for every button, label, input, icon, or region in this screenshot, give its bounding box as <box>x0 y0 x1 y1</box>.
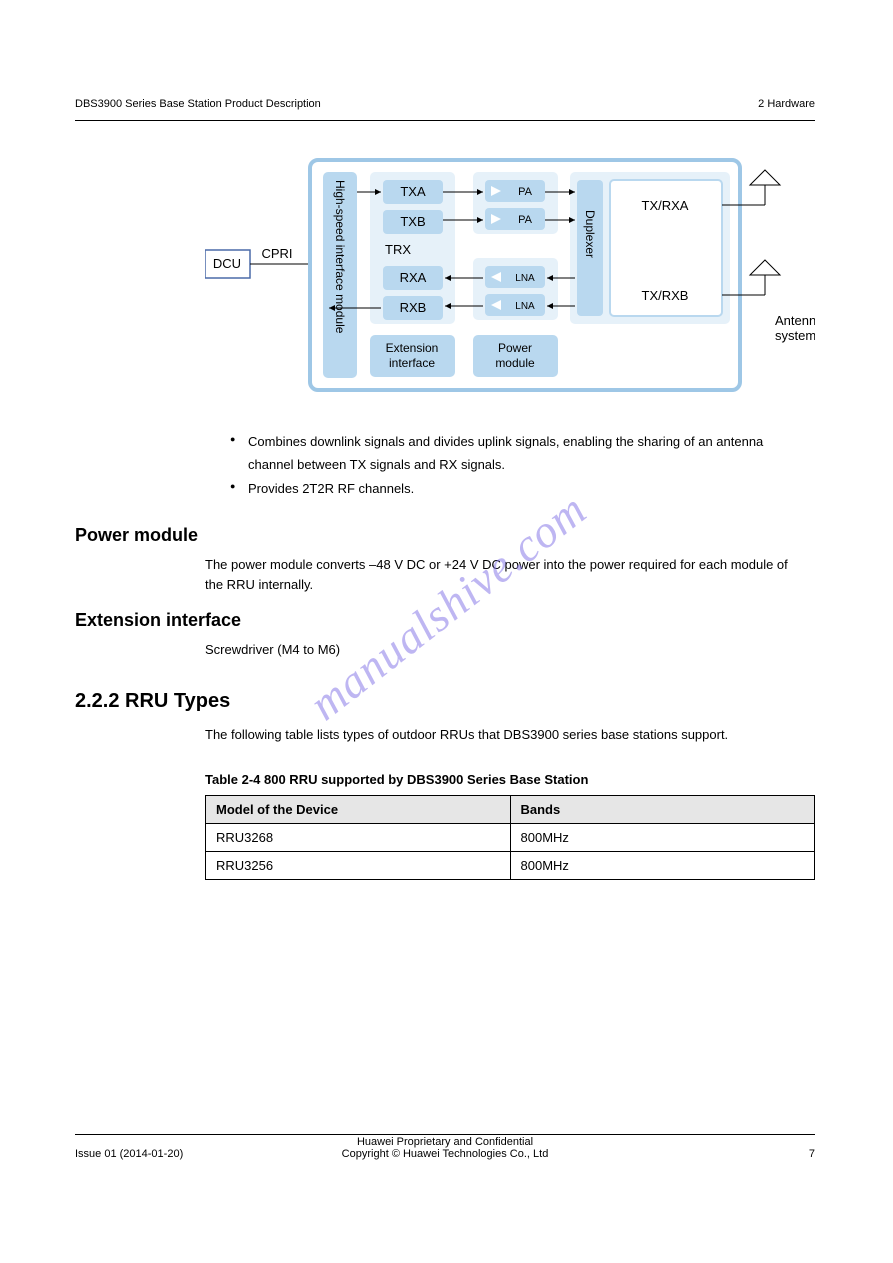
page-container: DBS3900 Series Base Station Product Desc… <box>75 50 815 1190</box>
duplexer-bullets: Combines downlink signals and divides up… <box>230 430 810 500</box>
lna1-label: LNA <box>515 273 535 284</box>
rxa-label: RXA <box>400 270 427 285</box>
table-row: RRU3256 800MHz <box>206 852 815 880</box>
header-right: 2 Hardware <box>758 98 815 110</box>
ext-if-heading: Extension interface <box>75 610 241 631</box>
pwr-label2: module <box>495 356 535 370</box>
cpri-label: CPRI <box>261 246 292 261</box>
footer-right: 7 <box>809 1148 815 1160</box>
lna2-label: LNA <box>515 301 535 312</box>
txrxb-label: TX/RXB <box>642 288 689 303</box>
antenna-icon <box>750 170 780 185</box>
bullet-item: Provides 2T2R RF channels. <box>230 477 810 500</box>
table-caption: Table 2-4 800 RRU supported by DBS3900 S… <box>205 770 588 790</box>
hispeed-label: High-speed interface module <box>333 180 347 334</box>
header-left: DBS3900 Series Base Station Product Desc… <box>75 98 321 110</box>
diagram-svg: DCU CPRI High-speed interface module TXA… <box>205 150 815 400</box>
antenna-label2: system <box>775 328 815 343</box>
power-module-heading: Power module <box>75 525 198 546</box>
rru-table: Model of the Device Bands RRU3268 800MHz… <box>205 795 815 880</box>
txb-label: TXB <box>400 214 425 229</box>
footer-rule <box>75 1134 815 1135</box>
rxb-label: RXB <box>400 300 427 315</box>
footer-left: Issue 01 (2014-01-20) <box>75 1148 183 1160</box>
power-module-text: The power module converts –48 V DC or +2… <box>205 555 805 594</box>
block-diagram: DCU CPRI High-speed interface module TXA… <box>205 150 815 400</box>
duplexer-label: Duplexer <box>583 210 597 258</box>
footer-center: Huawei Proprietary and Confidential Copy… <box>342 1136 549 1160</box>
rru-types-text: The following table lists types of outdo… <box>205 725 805 745</box>
pwr-label1: Power <box>498 341 532 355</box>
pa1-label: PA <box>518 186 533 198</box>
table-header: Model of the Device <box>206 796 511 824</box>
ext-if-label1: Extension <box>386 341 439 355</box>
table-row: RRU3268 800MHz <box>206 824 815 852</box>
trx-label: TRX <box>385 242 411 257</box>
antenna-label1: Antenna <box>775 313 815 328</box>
ext-if-text: Screwdriver (M4 to M6) <box>205 640 340 660</box>
table-cell: RRU3256 <box>206 852 511 880</box>
table-cell: 800MHz <box>510 852 815 880</box>
table-cell: RRU3268 <box>206 824 511 852</box>
ext-if-label2: interface <box>389 356 435 370</box>
txa-label: TXA <box>400 184 426 199</box>
table-header-row: Model of the Device Bands <box>206 796 815 824</box>
txrxa-label: TX/RXA <box>642 198 689 213</box>
bullet-item: Combines downlink signals and divides up… <box>230 430 810 477</box>
antenna-icon <box>750 260 780 275</box>
dcu-label: DCU <box>213 256 241 271</box>
table-header: Bands <box>510 796 815 824</box>
rru-types-heading: 2.2.2 RRU Types <box>75 690 230 713</box>
pa2-label: PA <box>518 214 533 226</box>
table-cell: 800MHz <box>510 824 815 852</box>
header-rule <box>75 120 815 121</box>
